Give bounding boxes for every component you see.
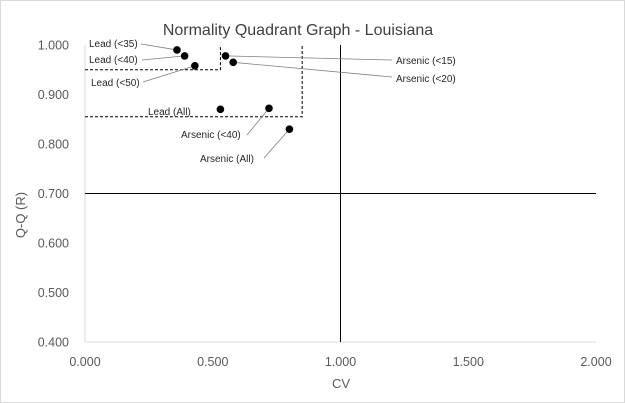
x-tick-label: 1.500 [453,355,484,369]
x-axis-ticks: 0.000 0.500 1.000 1.500 2.000 [69,355,611,369]
point-label: Arsenic (All) [200,154,254,165]
point-label: Arsenic (<15) [396,56,456,67]
chart-title: Normality Quadrant Graph - Louisiana [163,22,433,39]
point-label: Arsenic (<40) [181,130,241,141]
y-axis-ticks: 0.400 0.500 0.600 0.700 0.800 0.900 1.000 [38,39,69,350]
leader-line [225,55,393,61]
point-label: Arsenic (<20) [396,74,456,85]
point-label: Lead (<35) [89,39,138,50]
x-axis-label: CV [332,376,350,391]
y-tick-label: 1.000 [38,39,69,53]
point-label: Lead (<40) [89,55,138,66]
leader-line [141,55,185,61]
data-point [285,125,294,133]
x-tick-label: 0.000 [69,355,100,369]
x-tick-label: 2.000 [580,355,611,369]
y-tick-label: 0.600 [38,237,69,251]
y-tick-label: 0.400 [38,336,69,350]
data-point [221,52,230,60]
point-label: Lead (<50) [91,78,140,89]
leader-line [263,128,290,159]
data-point [180,52,189,60]
point-labels: Lead (<35) Lead (<40) Lead (<50) Lead (All)… [89,39,456,165]
reference-box-upper [85,45,221,71]
y-tick-label: 0.800 [38,138,69,152]
data-point [173,46,181,54]
data-point [229,58,237,67]
leader-line [233,61,393,78]
y-axis-label: Q-Q (R) [13,192,28,238]
point-label: Lead (All) [148,107,191,118]
quadrant-lines [85,45,596,342]
leader-line [142,65,195,83]
x-tick-label: 1.000 [325,355,356,369]
y-tick-label: 0.900 [38,88,69,102]
data-point [216,105,225,114]
data-points [173,46,294,133]
leader-line [246,108,270,136]
y-tick-label: 0.500 [38,286,69,300]
leader-lines [140,43,393,159]
data-point [265,104,273,113]
leader-line [140,43,178,51]
y-tick-label: 0.700 [38,187,69,201]
x-tick-label: 0.500 [197,355,228,369]
data-point [191,61,199,70]
